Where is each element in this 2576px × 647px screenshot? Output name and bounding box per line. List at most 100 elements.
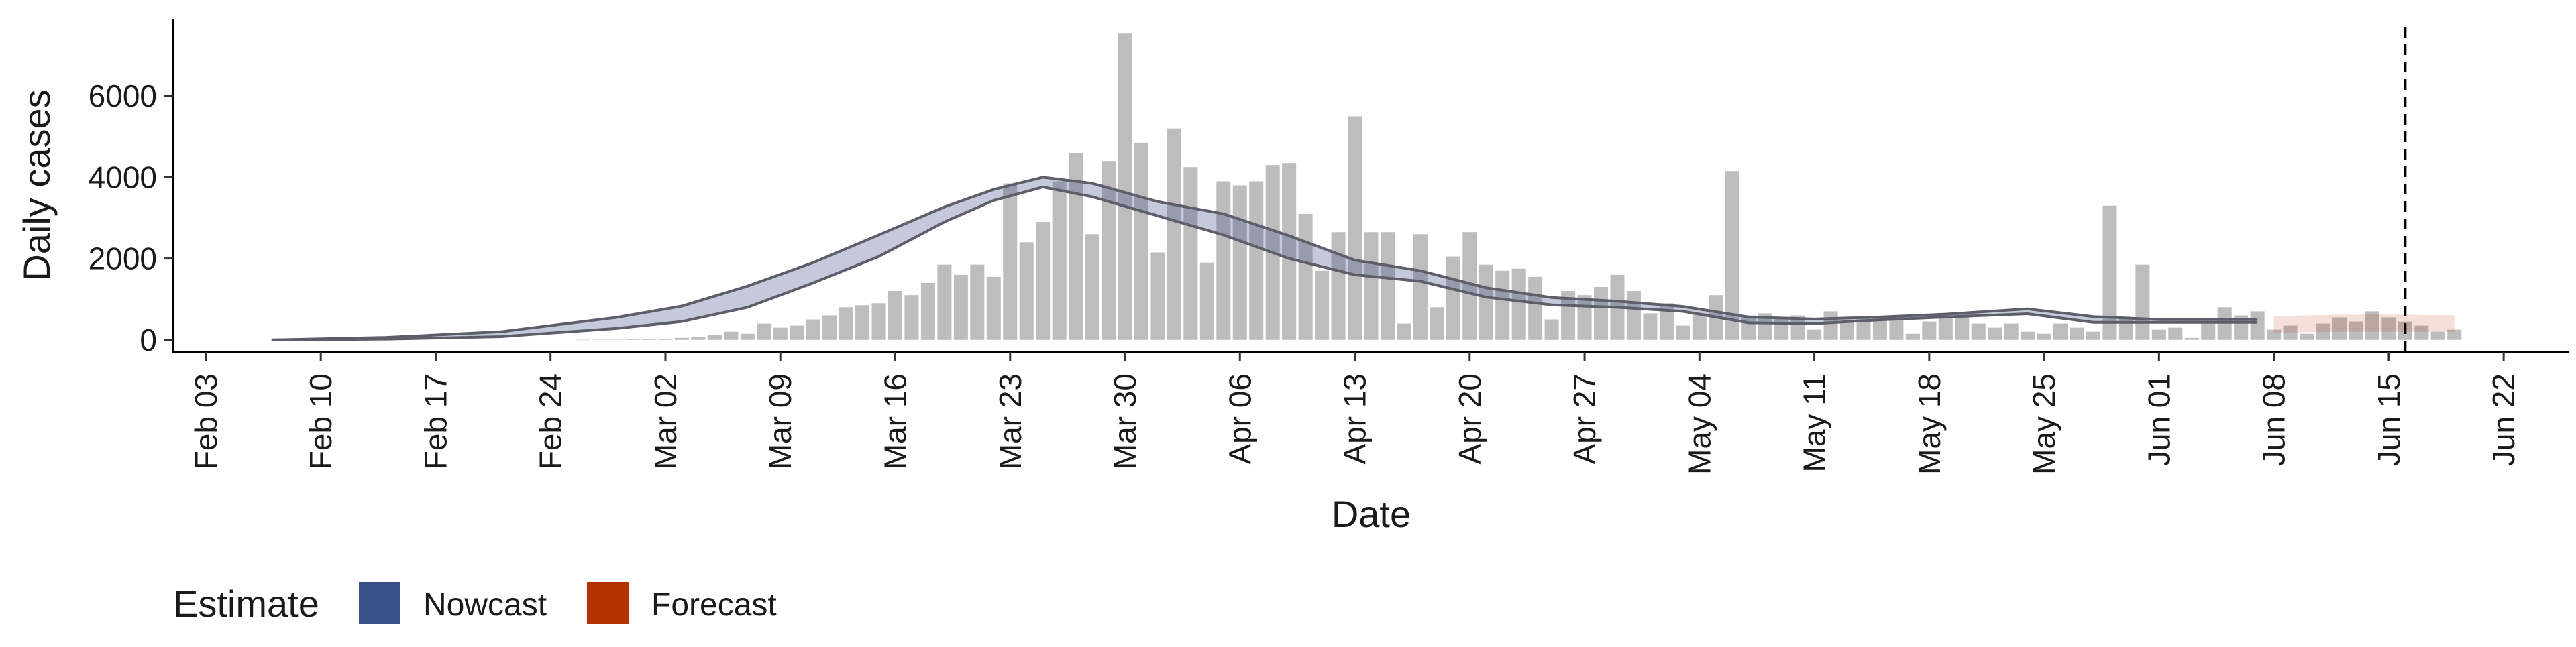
x-tick-label: Apr 20 bbox=[1452, 373, 1487, 465]
bar bbox=[920, 282, 935, 340]
ribbons-layer bbox=[271, 177, 2455, 340]
bar bbox=[1150, 252, 1165, 340]
bar bbox=[2086, 331, 2101, 340]
ribbon-forecast bbox=[2273, 314, 2455, 333]
bar bbox=[1118, 33, 1132, 340]
bar bbox=[1167, 128, 1181, 340]
bar bbox=[839, 307, 853, 340]
bar bbox=[1938, 315, 1953, 340]
legend: Estimate Nowcast Forecast bbox=[173, 582, 777, 625]
x-tick-label: Mar 23 bbox=[993, 373, 1028, 469]
bar bbox=[658, 338, 673, 340]
bar bbox=[2365, 311, 2379, 340]
bar bbox=[1348, 116, 1362, 340]
bar bbox=[806, 319, 820, 340]
bar bbox=[1823, 311, 1838, 340]
bar bbox=[1594, 287, 1609, 340]
bar bbox=[1511, 268, 1526, 340]
x-tick-label: Feb 17 bbox=[418, 373, 453, 469]
bar bbox=[724, 331, 739, 340]
x-axis-title: Date bbox=[1332, 493, 1411, 535]
x-tick-label: Feb 03 bbox=[189, 373, 223, 469]
x-tick-label: Feb 10 bbox=[303, 373, 338, 469]
bar bbox=[2102, 205, 2117, 340]
bar bbox=[1626, 291, 1641, 340]
bar bbox=[1758, 313, 1772, 340]
bar bbox=[822, 315, 837, 340]
y-tick-label: 4000 bbox=[89, 160, 157, 194]
bar bbox=[855, 305, 870, 340]
bar bbox=[625, 339, 640, 340]
bar bbox=[970, 264, 985, 340]
x-tick-label: Jun 01 bbox=[2141, 373, 2176, 466]
x-tick-label: Jun 22 bbox=[2486, 373, 2521, 466]
x-tick-label: May 18 bbox=[1912, 373, 1947, 475]
bar bbox=[1856, 317, 1871, 340]
bar bbox=[592, 339, 607, 341]
bar bbox=[576, 339, 591, 341]
bar bbox=[1052, 181, 1067, 340]
bar bbox=[1528, 276, 1543, 340]
bar bbox=[1397, 323, 1411, 340]
legend-label-nowcast: Nowcast bbox=[423, 587, 547, 623]
bar bbox=[1069, 153, 1083, 340]
bar bbox=[2267, 329, 2282, 340]
bar bbox=[1889, 317, 1904, 340]
bar bbox=[2300, 333, 2314, 340]
x-tick-label: Mar 30 bbox=[1108, 373, 1142, 469]
bar bbox=[1872, 317, 1887, 340]
bar bbox=[1692, 313, 1707, 340]
bar bbox=[2381, 317, 2396, 340]
bar bbox=[1955, 313, 1970, 340]
x-tick-label: Apr 13 bbox=[1338, 373, 1373, 465]
bar bbox=[1659, 303, 1674, 340]
x-tick-label: Feb 24 bbox=[533, 373, 568, 469]
bar bbox=[1019, 242, 1034, 340]
y-tick-label: 2000 bbox=[89, 241, 157, 276]
legend-swatch-forecast bbox=[587, 582, 629, 624]
bar bbox=[871, 303, 886, 340]
bar bbox=[2037, 333, 2051, 340]
bar bbox=[888, 291, 903, 340]
y-axis-title: Daily cases bbox=[15, 89, 58, 281]
x-tick-label: May 25 bbox=[2027, 373, 2061, 475]
bar bbox=[1479, 264, 1493, 340]
bar bbox=[2021, 331, 2035, 340]
bar bbox=[1971, 323, 1986, 340]
legend-swatch-nowcast bbox=[359, 582, 400, 624]
bar bbox=[2283, 325, 2298, 340]
bar bbox=[1036, 222, 1051, 340]
bar bbox=[1922, 321, 1937, 340]
bar bbox=[1003, 183, 1018, 340]
bar bbox=[1216, 181, 1231, 340]
bar bbox=[2151, 329, 2166, 340]
bar bbox=[2184, 337, 2199, 340]
legend-label-forecast: Forecast bbox=[651, 587, 777, 623]
bar bbox=[641, 339, 657, 340]
bar bbox=[1430, 307, 1444, 340]
bar bbox=[2349, 321, 2363, 340]
bar bbox=[1331, 232, 1346, 340]
series-line-lower bbox=[271, 185, 2258, 341]
bar bbox=[1199, 262, 1214, 340]
bar bbox=[1085, 234, 1099, 340]
bar bbox=[2414, 325, 2429, 340]
bar bbox=[1905, 333, 1920, 340]
x-tick-label: May 04 bbox=[1682, 373, 1717, 475]
bar bbox=[609, 339, 624, 340]
bar bbox=[986, 276, 1001, 340]
bar bbox=[1298, 213, 1313, 340]
bar bbox=[1643, 313, 1658, 340]
bar bbox=[2004, 323, 2019, 340]
bar bbox=[1676, 325, 1690, 340]
bar bbox=[1380, 232, 1395, 340]
bar bbox=[2168, 327, 2183, 340]
bar bbox=[1446, 256, 1460, 340]
bar bbox=[1282, 163, 1297, 340]
x-tick-label: Jun 08 bbox=[2257, 373, 2292, 466]
bar bbox=[2447, 329, 2462, 340]
bar bbox=[904, 295, 919, 340]
bar bbox=[1561, 291, 1576, 340]
bar bbox=[1807, 329, 1822, 340]
